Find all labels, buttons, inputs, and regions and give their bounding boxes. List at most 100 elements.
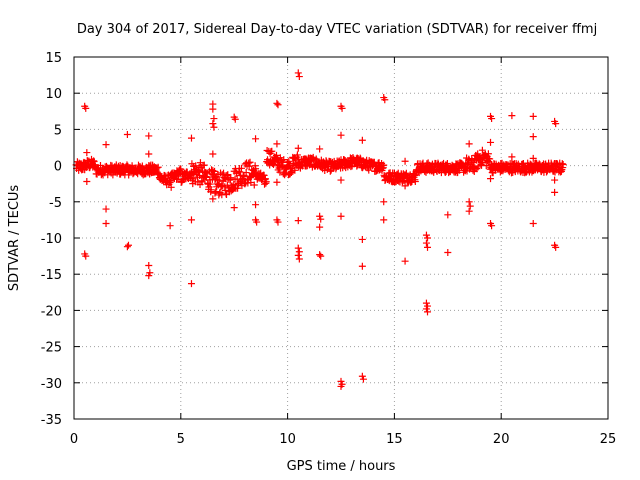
band-point: [365, 166, 373, 174]
y-tick-label: -10: [41, 232, 62, 247]
band-point: [242, 169, 250, 177]
x-tick-label: 15: [386, 432, 403, 447]
outlier-point: [123, 130, 131, 138]
outlier-point: [317, 252, 325, 260]
outlier-point: [294, 144, 302, 152]
outlier-point: [83, 149, 91, 157]
outlier-point: [187, 134, 195, 142]
x-tick-label: 25: [600, 432, 617, 447]
outlier-point: [465, 140, 473, 148]
band-point: [250, 181, 258, 189]
outlier-point: [487, 138, 495, 146]
outlier-point: [488, 115, 496, 123]
y-tick-label: -15: [41, 268, 62, 283]
band-point: [279, 161, 287, 169]
x-tick-label: 20: [493, 432, 510, 447]
band-point: [559, 161, 567, 169]
outlier-point: [210, 115, 218, 123]
outlier-point: [529, 154, 537, 162]
outlier-point: [187, 216, 195, 224]
y-tick-label: -5: [49, 196, 62, 211]
outlier-point: [337, 212, 345, 220]
outlier-point: [273, 99, 281, 107]
band-point: [200, 161, 208, 169]
outlier-point: [102, 141, 110, 149]
outlier-point: [358, 136, 366, 144]
outlier-point: [295, 248, 303, 256]
outlier-point: [209, 105, 217, 113]
outlier-point: [294, 69, 302, 77]
outlier-point: [316, 223, 324, 231]
outlier-point: [294, 244, 302, 252]
outlier-point: [317, 215, 325, 223]
y-tick-label: 5: [54, 123, 62, 138]
band-point: [206, 180, 214, 188]
outlier-point: [465, 207, 473, 215]
band-point: [245, 162, 253, 170]
outlier-point: [465, 198, 473, 206]
band-point: [166, 179, 174, 187]
outlier-point: [444, 248, 452, 256]
y-tick-label: -25: [41, 341, 62, 356]
outlier-point: [424, 243, 432, 251]
outlier-point: [552, 243, 560, 251]
band-point: [268, 147, 276, 155]
outlier-point: [82, 104, 90, 112]
band-point: [380, 161, 388, 169]
outlier-point: [337, 382, 345, 390]
outlier-point: [294, 251, 302, 259]
y-tick-label: -30: [41, 377, 62, 392]
outlier-point: [253, 218, 261, 226]
outlier-point: [551, 188, 559, 196]
outlier-point: [166, 222, 174, 230]
outlier-point: [380, 216, 388, 224]
plot-frame: [73, 56, 609, 420]
outlier-point: [401, 257, 409, 265]
outlier-point: [529, 220, 537, 228]
band-point: [227, 174, 235, 182]
data-points: [72, 69, 567, 390]
outlier-point: [124, 241, 132, 249]
band-point: [411, 178, 419, 186]
band-point: [192, 162, 200, 170]
outlier-point: [102, 220, 110, 228]
outlier-point: [145, 132, 153, 140]
outlier-point: [401, 157, 409, 165]
x-tick-label: 5: [177, 432, 185, 447]
band-point: [154, 163, 162, 171]
band-point: [482, 162, 490, 170]
outlier-point: [359, 375, 367, 383]
grid: [74, 57, 608, 419]
band-point: [207, 186, 215, 194]
band-point: [196, 172, 204, 180]
band-point: [241, 180, 249, 188]
y-tick-label: -35: [41, 413, 62, 428]
band-point: [285, 157, 293, 165]
band-point: [212, 188, 220, 196]
outlier-point: [145, 150, 153, 158]
band-point: [291, 166, 299, 174]
outlier-point: [551, 176, 559, 184]
outlier-point: [230, 204, 238, 212]
outlier-point: [123, 243, 131, 251]
outlier-point: [274, 218, 282, 226]
band-point: [246, 158, 254, 166]
outlier-point: [422, 239, 430, 247]
outlier-point: [252, 201, 260, 209]
outlier-point: [508, 112, 516, 120]
outlier-point: [187, 280, 195, 288]
band-point: [223, 171, 231, 179]
band-point: [262, 178, 270, 186]
outlier-point: [424, 308, 432, 316]
band-point: [211, 167, 219, 175]
band-point: [237, 164, 245, 172]
outlier-point: [466, 202, 474, 210]
outlier-point: [209, 195, 217, 203]
outlier-point: [273, 178, 281, 186]
band-point: [215, 176, 223, 184]
outlier-point: [145, 262, 153, 270]
outlier-point: [210, 123, 218, 131]
band-point: [550, 167, 558, 175]
outlier-point: [231, 115, 239, 123]
outlier-point: [83, 178, 91, 186]
